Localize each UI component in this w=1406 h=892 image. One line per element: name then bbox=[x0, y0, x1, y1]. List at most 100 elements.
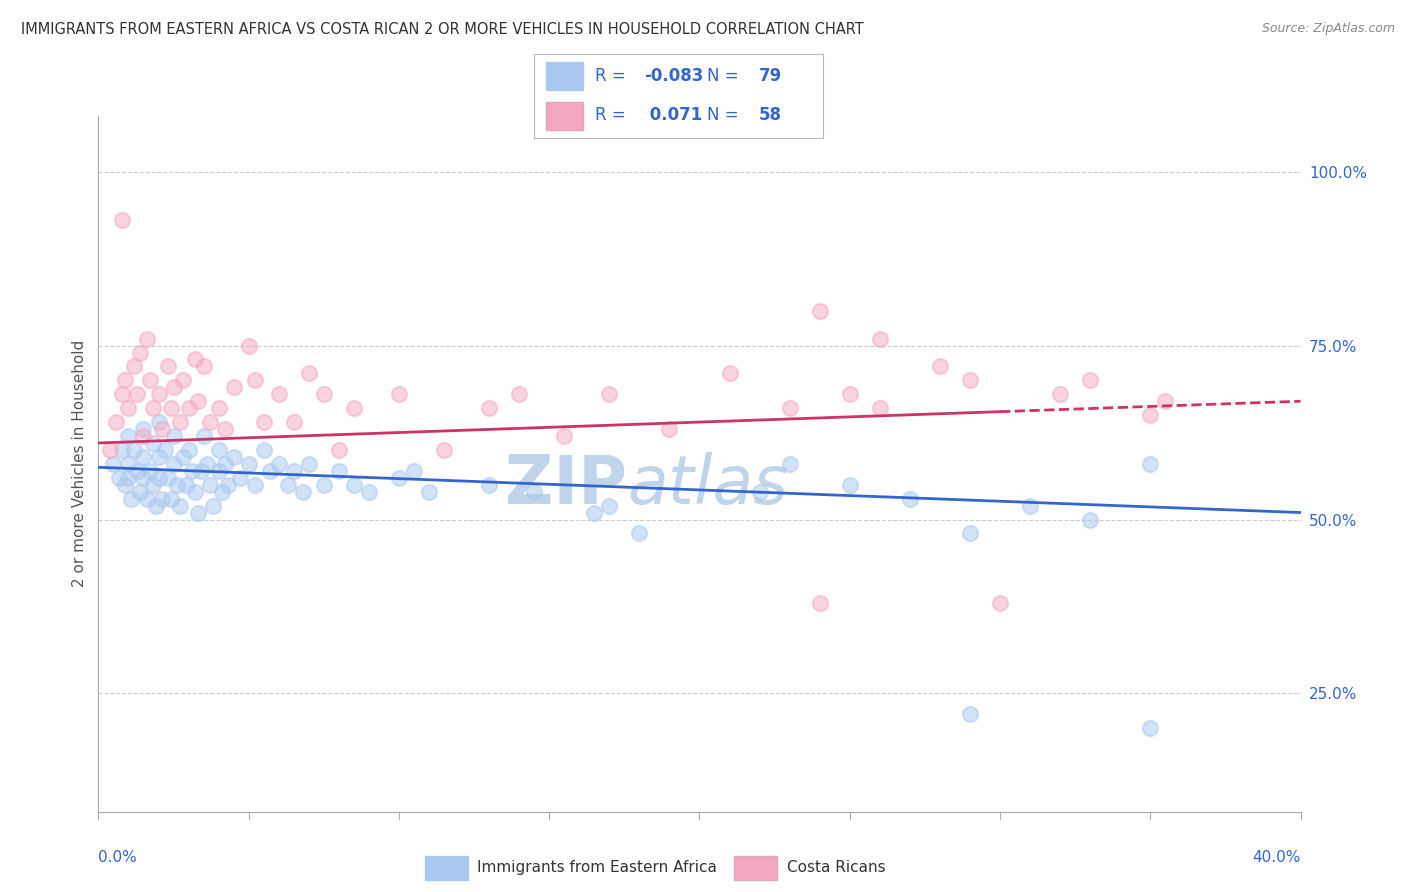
Point bbox=[291, 484, 314, 499]
Point bbox=[838, 387, 860, 401]
Point bbox=[929, 359, 952, 374]
Point bbox=[779, 401, 801, 416]
Point bbox=[343, 401, 366, 416]
Point bbox=[1049, 387, 1071, 401]
Point bbox=[135, 491, 157, 506]
Point bbox=[148, 387, 170, 401]
Point bbox=[148, 415, 170, 429]
Point bbox=[959, 707, 981, 722]
Point bbox=[124, 359, 146, 374]
Point bbox=[418, 484, 440, 499]
Point bbox=[162, 380, 184, 394]
Point bbox=[808, 596, 831, 610]
Point bbox=[222, 380, 245, 394]
Text: ZIP: ZIP bbox=[505, 451, 627, 517]
Point bbox=[177, 442, 200, 457]
Point bbox=[1019, 499, 1042, 513]
Point bbox=[156, 359, 179, 374]
Point bbox=[183, 484, 205, 499]
Text: 79: 79 bbox=[759, 67, 782, 85]
Point bbox=[190, 464, 212, 478]
Point bbox=[174, 477, 197, 491]
Point bbox=[132, 471, 155, 485]
Text: N =: N = bbox=[707, 106, 738, 124]
Point bbox=[121, 491, 143, 506]
Point bbox=[328, 442, 350, 457]
Point bbox=[166, 477, 188, 491]
Point bbox=[114, 477, 136, 491]
Point bbox=[243, 477, 266, 491]
Point bbox=[959, 373, 981, 387]
Point bbox=[138, 464, 160, 478]
Point bbox=[141, 401, 163, 416]
Point bbox=[779, 457, 801, 471]
Text: atlas: atlas bbox=[627, 451, 789, 517]
Point bbox=[357, 484, 380, 499]
Point bbox=[238, 338, 260, 352]
Point bbox=[187, 506, 209, 520]
Point bbox=[208, 464, 231, 478]
Point bbox=[298, 367, 321, 381]
Point bbox=[312, 387, 335, 401]
Point bbox=[148, 471, 170, 485]
Point bbox=[388, 471, 411, 485]
Point bbox=[198, 477, 221, 491]
Text: -0.083: -0.083 bbox=[644, 67, 703, 85]
Point bbox=[141, 477, 163, 491]
Point bbox=[388, 387, 411, 401]
Point bbox=[132, 429, 155, 443]
Point bbox=[201, 499, 224, 513]
Point bbox=[718, 367, 741, 381]
Point bbox=[169, 499, 191, 513]
Text: R =: R = bbox=[595, 106, 626, 124]
Point bbox=[195, 457, 218, 471]
Point bbox=[1139, 408, 1161, 422]
Point bbox=[117, 401, 139, 416]
Point bbox=[838, 477, 860, 491]
Point bbox=[127, 464, 149, 478]
Point bbox=[211, 484, 233, 499]
Point bbox=[283, 415, 305, 429]
Point bbox=[208, 401, 231, 416]
Point bbox=[138, 373, 160, 387]
Point bbox=[312, 477, 335, 491]
Point bbox=[208, 442, 231, 457]
Point bbox=[343, 477, 366, 491]
Point bbox=[127, 387, 149, 401]
Bar bbox=[734, 856, 778, 880]
Point bbox=[177, 401, 200, 416]
Bar bbox=[425, 856, 468, 880]
Text: N =: N = bbox=[707, 67, 738, 85]
Text: Source: ZipAtlas.com: Source: ZipAtlas.com bbox=[1261, 22, 1395, 36]
Text: Costa Ricans: Costa Ricans bbox=[786, 860, 886, 874]
Text: 0.0%: 0.0% bbox=[98, 850, 138, 865]
Point bbox=[132, 450, 155, 464]
Point bbox=[105, 415, 128, 429]
Point bbox=[169, 415, 191, 429]
Text: R =: R = bbox=[595, 67, 626, 85]
Point bbox=[100, 442, 122, 457]
Point bbox=[108, 471, 131, 485]
Point bbox=[583, 506, 606, 520]
Point bbox=[1078, 512, 1101, 526]
Point bbox=[228, 471, 250, 485]
Point bbox=[129, 345, 152, 359]
Point bbox=[267, 387, 290, 401]
Point bbox=[869, 332, 891, 346]
Point bbox=[193, 359, 215, 374]
Point bbox=[159, 491, 181, 506]
Point bbox=[869, 401, 891, 416]
Text: 0.071: 0.071 bbox=[644, 106, 702, 124]
Point bbox=[253, 415, 276, 429]
Point bbox=[1139, 457, 1161, 471]
Point bbox=[111, 213, 134, 227]
Point bbox=[150, 491, 173, 506]
Text: IMMIGRANTS FROM EASTERN AFRICA VS COSTA RICAN 2 OR MORE VEHICLES IN HOUSEHOLD CO: IMMIGRANTS FROM EASTERN AFRICA VS COSTA … bbox=[21, 22, 863, 37]
Bar bbox=[546, 102, 583, 130]
Point bbox=[298, 457, 321, 471]
Point bbox=[402, 464, 425, 478]
Point bbox=[193, 429, 215, 443]
Point bbox=[117, 471, 139, 485]
Point bbox=[1154, 394, 1177, 409]
Point bbox=[1078, 373, 1101, 387]
